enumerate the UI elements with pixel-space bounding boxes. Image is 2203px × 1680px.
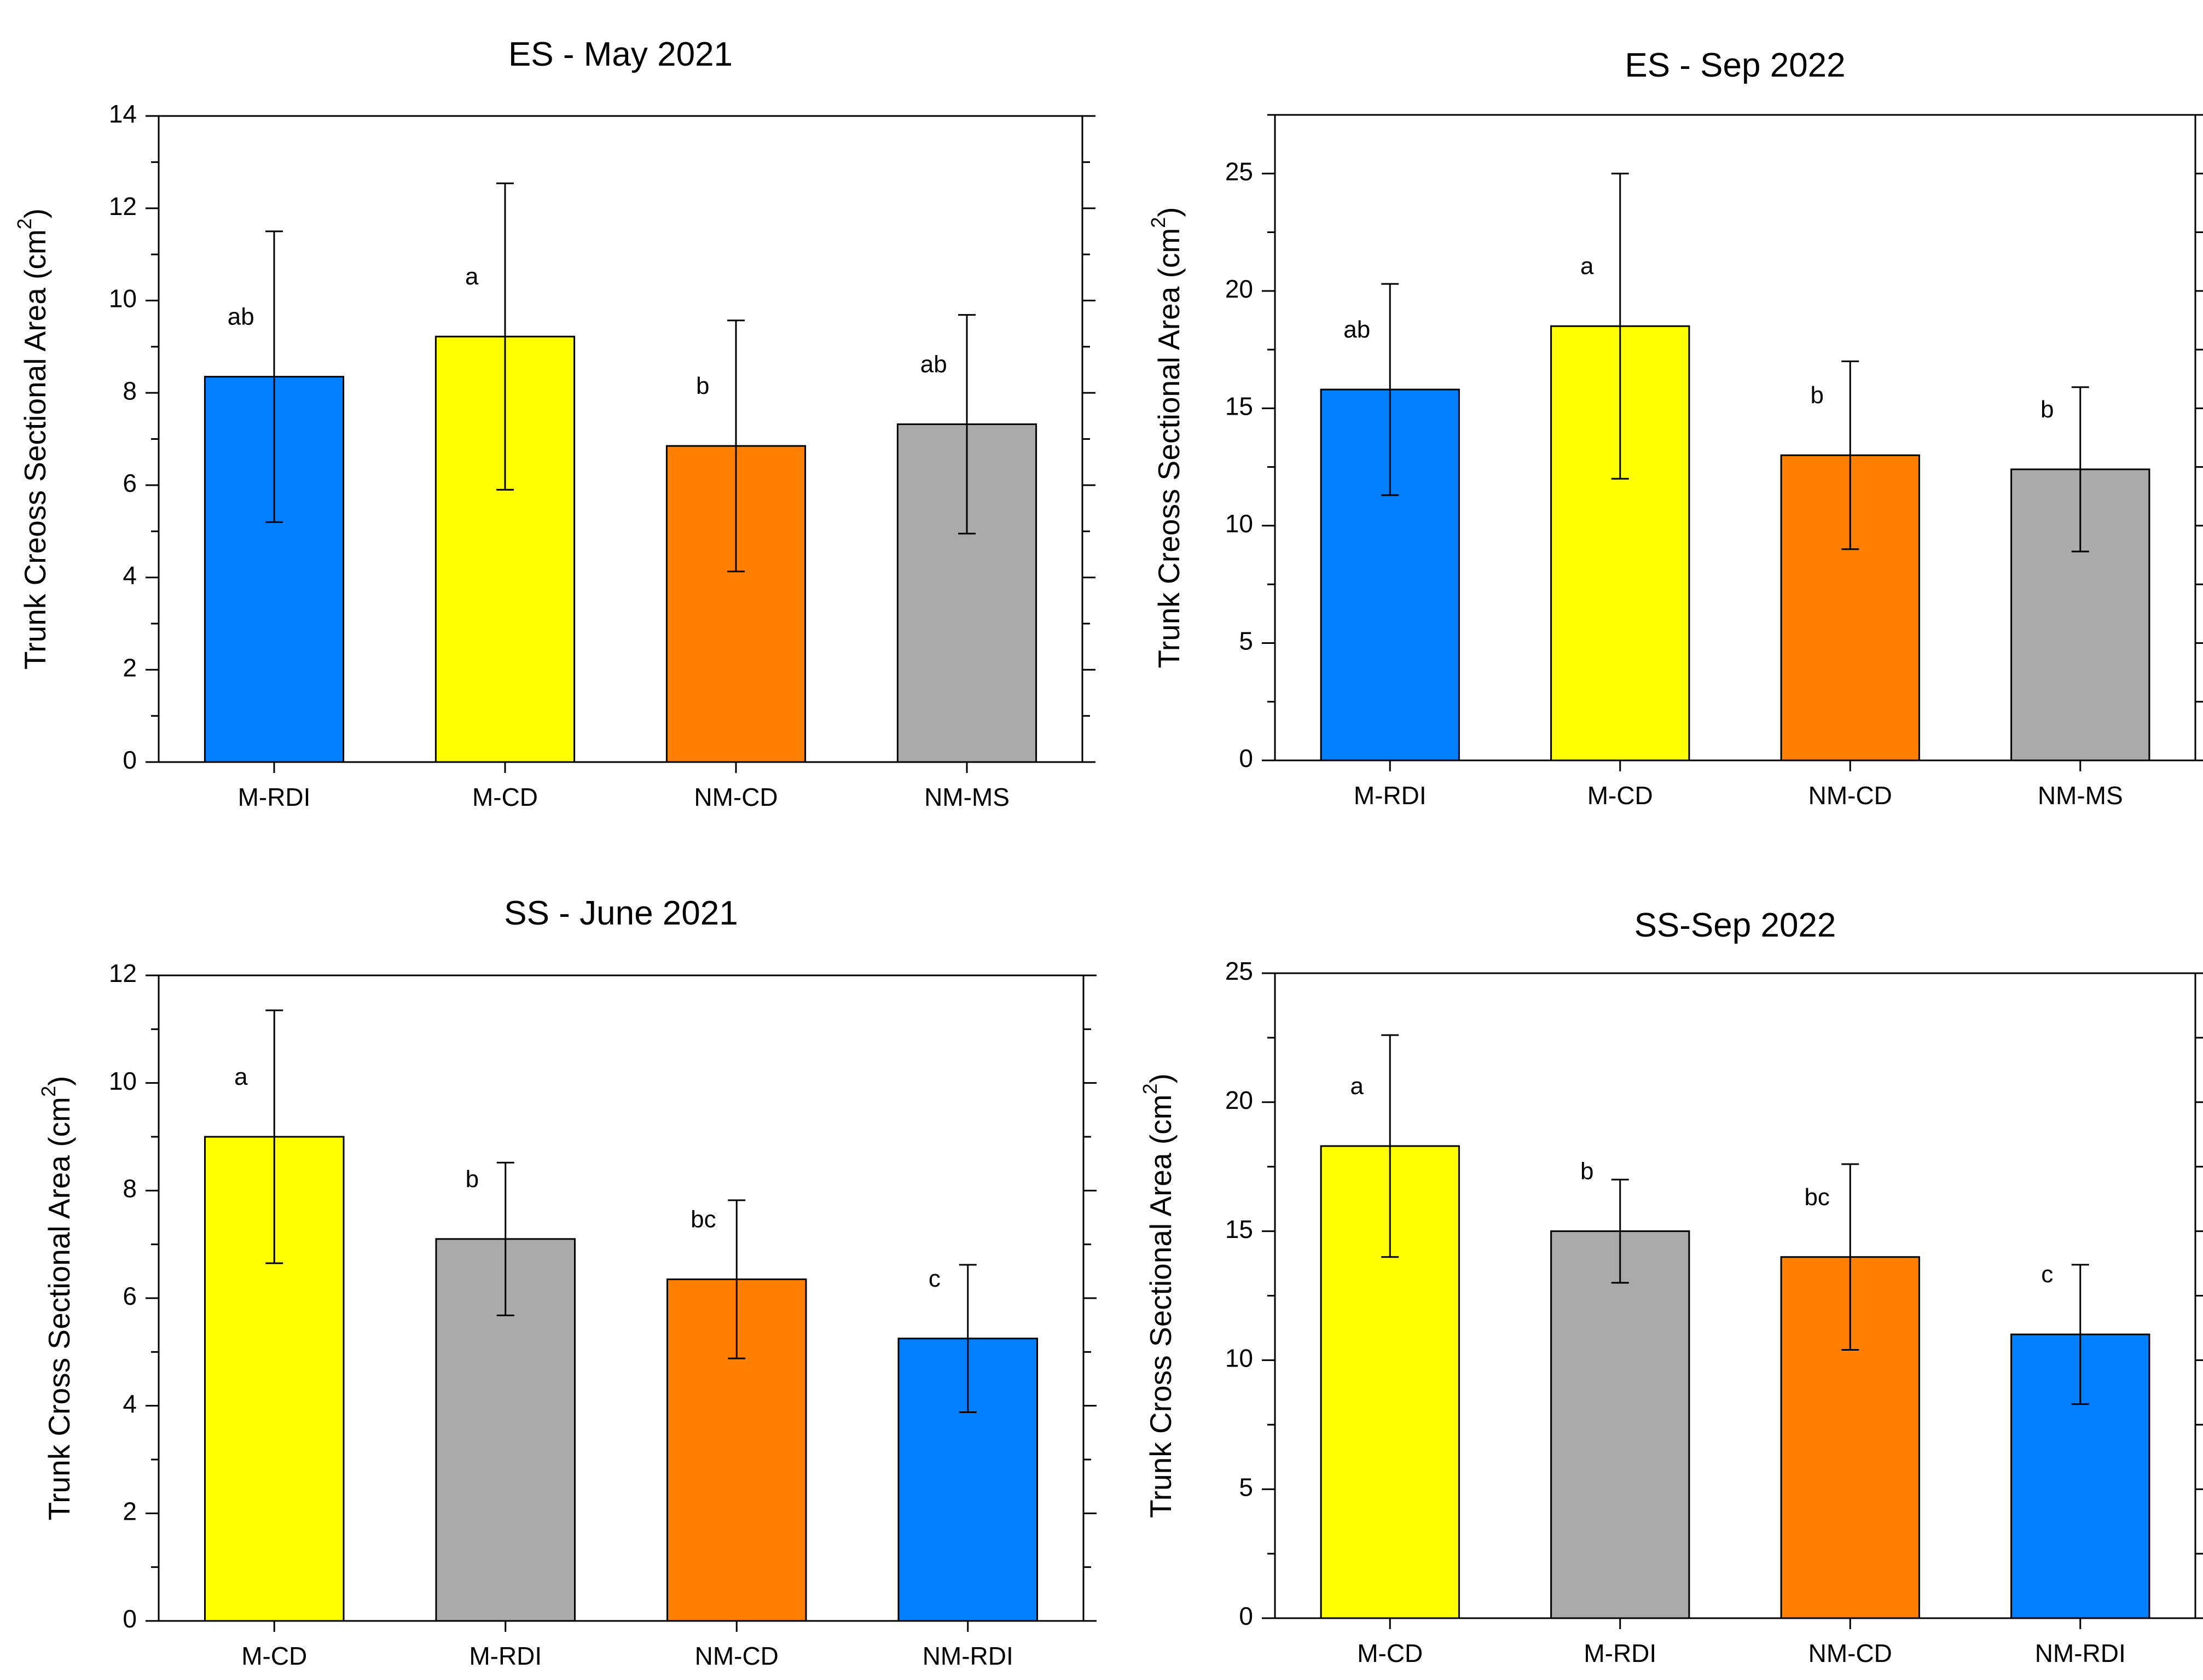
significance-letter: bc — [691, 1206, 716, 1233]
y-tick-label: 14 — [109, 100, 137, 128]
y-tick-label: 0 — [1239, 1602, 1253, 1630]
y-tick-label: 10 — [1225, 1344, 1253, 1373]
y-tick-label: 2 — [123, 653, 137, 682]
y-tick-label: 2 — [123, 1497, 137, 1525]
x-tick-label: M-CD — [1587, 781, 1653, 810]
chart-title: SS-Sep 2022 — [1634, 906, 1836, 944]
y-tick-label: 25 — [1225, 157, 1253, 185]
y-axis-label: Trunk Cross Sectional Area (cm2) — [1139, 1073, 1178, 1518]
significance-letter: ab — [1343, 316, 1370, 343]
plot-frame — [1274, 114, 2196, 761]
x-tick-label: NM-MS — [924, 783, 1010, 811]
x-tick-label: NM-CD — [695, 1642, 779, 1670]
x-tick-label: M-RDI — [1584, 1639, 1656, 1667]
x-tick-label: M-CD — [1357, 1639, 1423, 1667]
y-axis-label: Trunk Creoss Sectional Area (cm2) — [13, 208, 52, 670]
y-tick-label: 12 — [109, 192, 137, 220]
y-tick-label: 8 — [123, 1174, 137, 1202]
chart-title: ES - May 2021 — [508, 36, 733, 73]
bar — [1550, 1230, 1690, 1619]
x-tick-label: M-CD — [472, 783, 538, 811]
significance-letter: b — [1580, 1158, 1593, 1185]
chart-panel-es-sep-2022: ES - Sep 2022 Trunk Creoss Sectional Are… — [1147, 46, 2203, 810]
y-tick-label: 15 — [1225, 392, 1253, 421]
y-tick-label: 20 — [1225, 1086, 1253, 1114]
x-tick-label: NM-RDI — [923, 1642, 1013, 1670]
y-tick-label: 12 — [109, 959, 137, 987]
y-tick-label: 10 — [1225, 509, 1253, 538]
y-tick-label: 0 — [123, 1605, 137, 1633]
significance-letter: c — [2041, 1261, 2053, 1288]
chart-title: SS - June 2021 — [504, 894, 738, 932]
y-tick-label: 20 — [1225, 275, 1253, 303]
y-tick-label: 0 — [123, 746, 137, 774]
x-tick-label: NM-CD — [694, 783, 778, 811]
y-tick-label: 5 — [1239, 627, 1253, 655]
significance-letter: b — [696, 373, 709, 399]
significance-letter: a — [234, 1063, 248, 1090]
x-tick-label: M-RDI — [1354, 781, 1427, 810]
x-tick-label: NM-RDI — [2035, 1639, 2126, 1667]
chart-panel-ss-june-2021: SS - June 2021 Trunk Cross Sectional Are… — [37, 894, 1097, 1670]
significance-letter: a — [465, 263, 479, 290]
y-tick-label: 0 — [1239, 744, 1253, 772]
significance-letter: a — [1580, 253, 1594, 280]
y-tick-label: 6 — [123, 469, 137, 497]
significance-letter: bc — [1804, 1184, 1829, 1211]
x-tick-label: NM-MS — [2038, 781, 2123, 810]
y-tick-label: 10 — [109, 1067, 137, 1095]
significance-letter: b — [2040, 396, 2054, 423]
y-tick-label: 15 — [1225, 1215, 1253, 1243]
significance-letter: b — [1810, 382, 1823, 409]
y-tick-label: 6 — [123, 1282, 137, 1310]
chart-title: ES - Sep 2022 — [1625, 46, 1845, 84]
x-tick-label: M-RDI — [469, 1642, 542, 1670]
y-tick-label: 4 — [123, 561, 137, 590]
y-axis-label: Trunk Creoss Sectional Area (cm2) — [1147, 207, 1186, 668]
significance-letter: a — [1350, 1073, 1364, 1100]
significance-letter: ab — [920, 351, 947, 378]
chart-panel-es-may-2021: ES - May 2021 Trunk Creoss Sectional Are… — [13, 36, 1095, 811]
y-axis-label: Trunk Cross Sectional Area (cm2) — [37, 1076, 76, 1521]
significance-letter: c — [929, 1265, 941, 1292]
y-tick-label: 5 — [1239, 1473, 1253, 1501]
x-tick-label: NM-CD — [1808, 781, 1892, 810]
y-tick-label: 25 — [1225, 957, 1253, 985]
significance-letter: b — [466, 1166, 479, 1193]
significance-letter: ab — [228, 304, 254, 330]
y-tick-label: 4 — [123, 1390, 137, 1418]
x-tick-label: M-CD — [241, 1642, 307, 1670]
x-tick-label: NM-CD — [1808, 1639, 1892, 1667]
chart-panel-ss-sep-2022: SS-Sep 2022 Trunk Cross Sectional Area (… — [1139, 906, 2203, 1667]
y-tick-label: 8 — [123, 376, 137, 405]
y-tick-label: 10 — [109, 284, 137, 313]
x-tick-label: M-RDI — [238, 783, 311, 811]
